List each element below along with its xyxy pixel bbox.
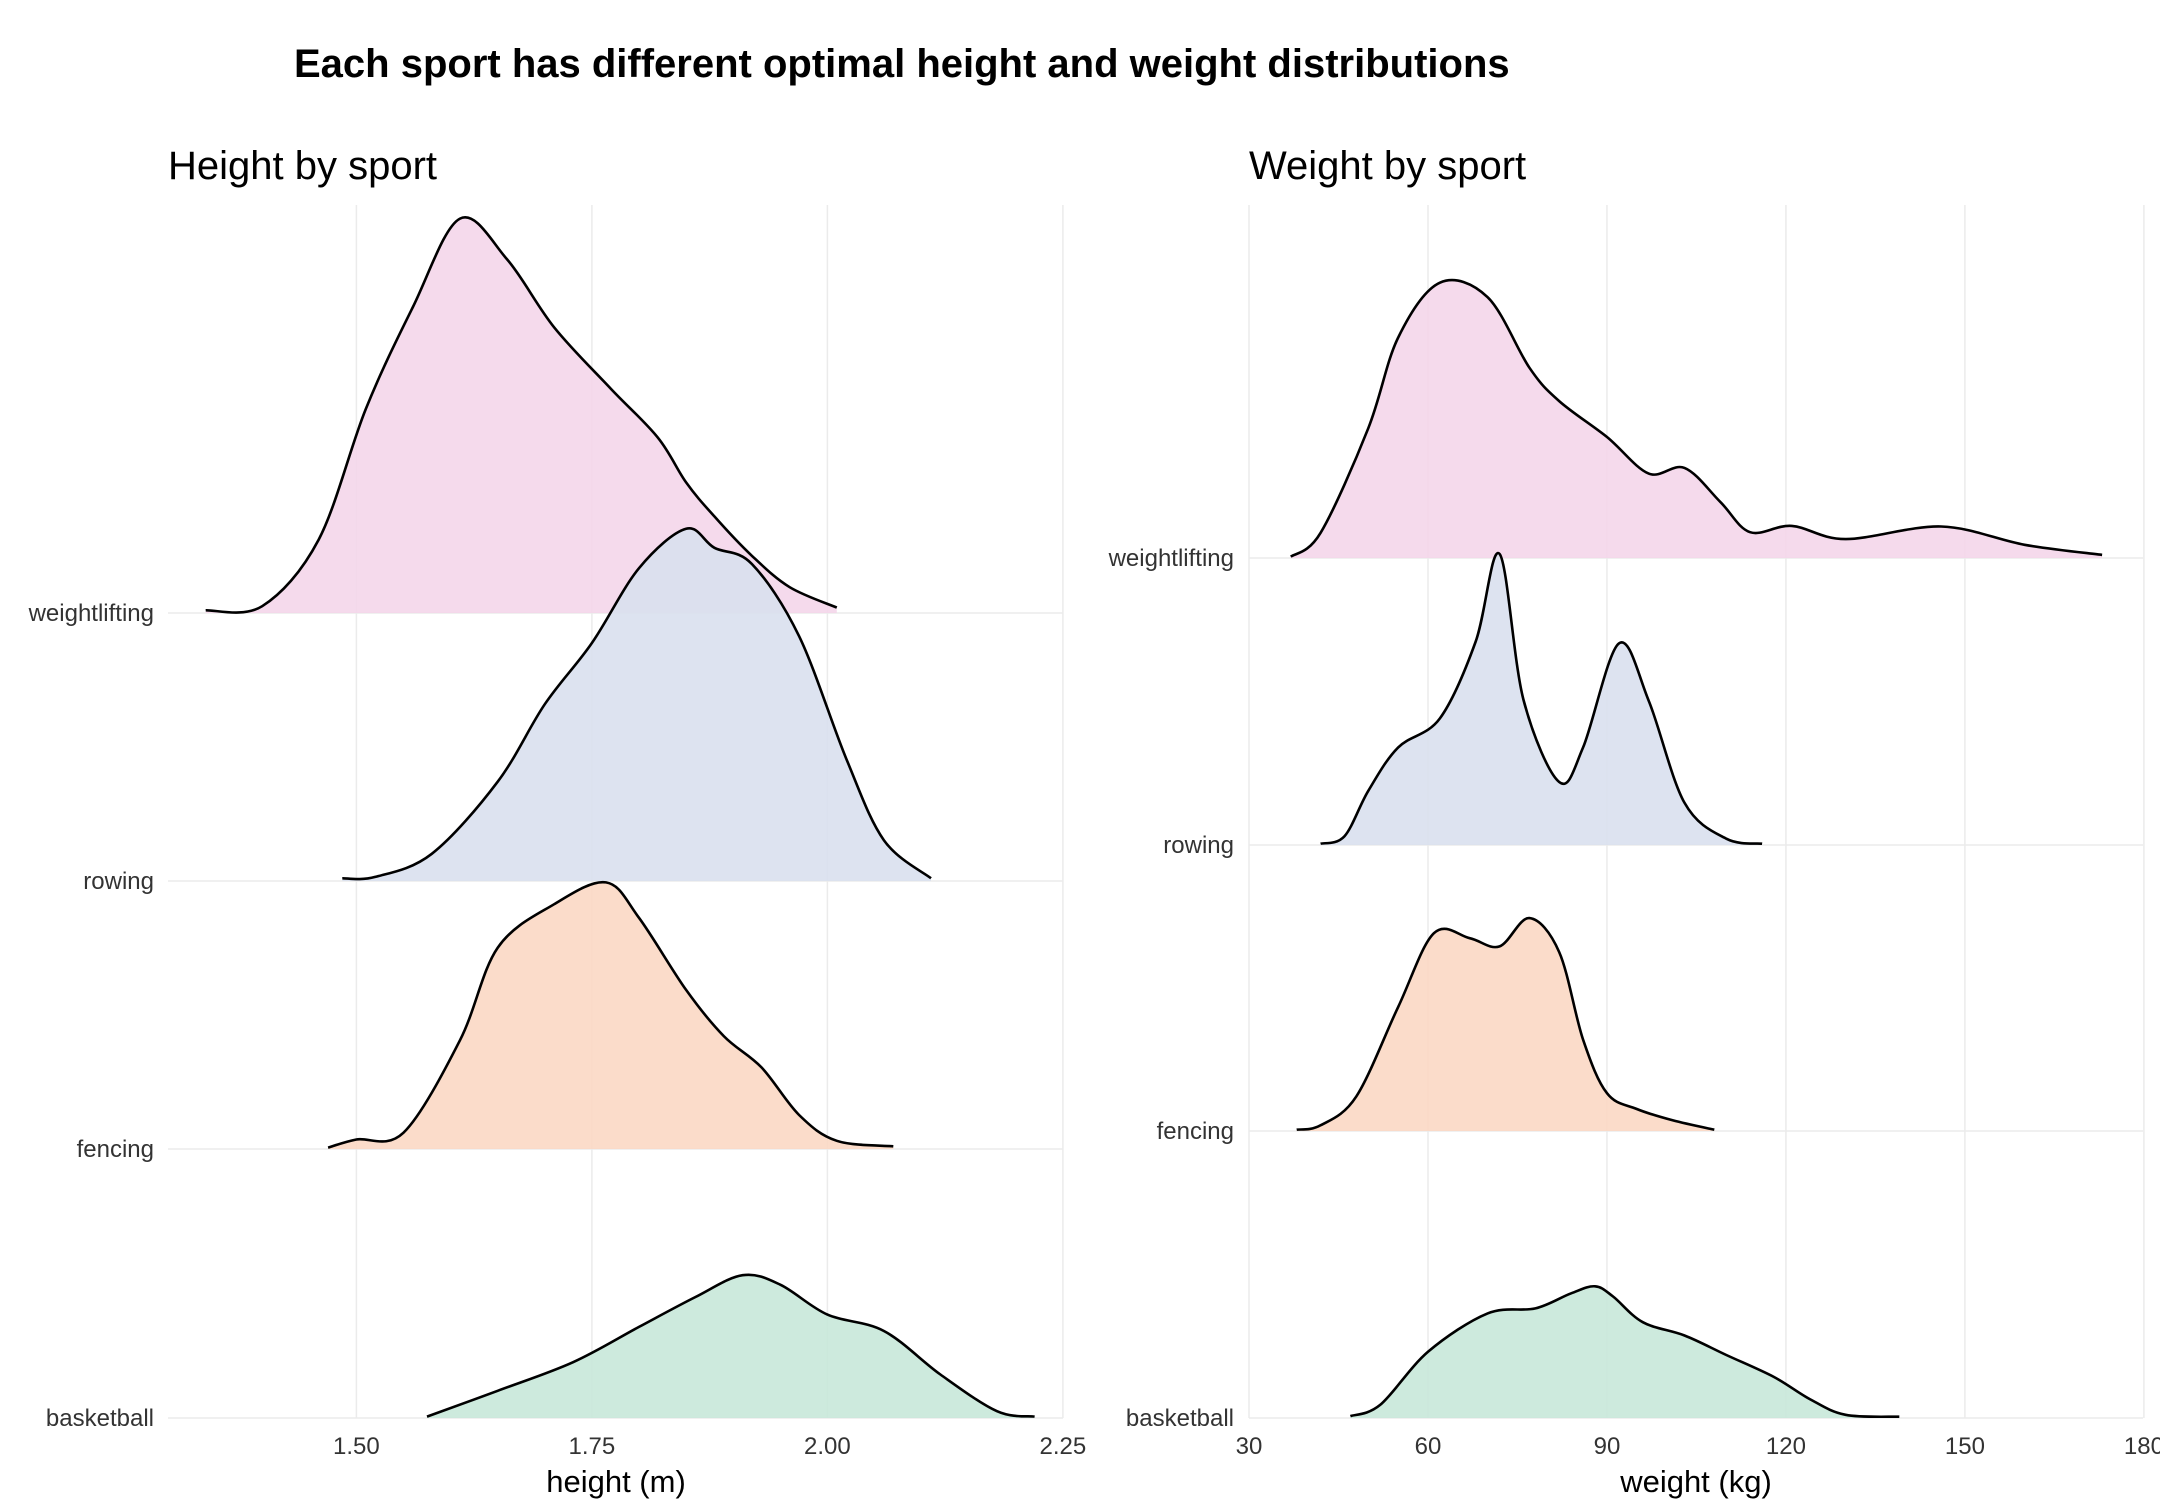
weight-panel-title: Weight by sport xyxy=(1249,144,1527,188)
ridge-line-basketball xyxy=(426,1273,1035,1418)
ridge-fill-fencing xyxy=(1296,918,1715,1131)
y-tick-label: rowing xyxy=(83,868,154,895)
x-axis-label: height (m) xyxy=(546,1464,686,1499)
x-tick-label: 90 xyxy=(1594,1433,1621,1460)
ridge-weightlifting xyxy=(205,216,838,614)
x-tick-label: 120 xyxy=(1766,1433,1806,1460)
ridge-basketball xyxy=(1349,1284,1900,1419)
ridge-weightlifting xyxy=(1289,278,2103,558)
chart-main-title: Each sport has different optimal height … xyxy=(294,42,1510,86)
ridge-fill-weightlifting xyxy=(205,217,837,613)
y-tick-label: weightlifting xyxy=(28,600,154,627)
x-tick-label: 1.75 xyxy=(569,1433,616,1460)
x-tick-label: 2.25 xyxy=(1040,1433,1087,1460)
x-tick-label: 60 xyxy=(1415,1433,1442,1460)
ridge-line-fencing xyxy=(327,880,894,1149)
ridge-fill-rowing xyxy=(1320,553,1763,845)
ridge-basketball xyxy=(426,1273,1035,1418)
ridge-line-rowing xyxy=(1320,551,1763,845)
y-tick-label: rowing xyxy=(1163,832,1234,859)
ridge-line-weightlifting xyxy=(205,216,838,614)
y-tick-label: weightlifting xyxy=(1108,545,1234,572)
ridge-line-rowing xyxy=(342,527,932,881)
height-panel: basketball fencing rowing weightlifting 1.50… xyxy=(28,205,1087,1499)
weight-panel: basketball fencing rowing weightlifting 30 60… xyxy=(1108,205,2160,1499)
x-tick-label: 30 xyxy=(1236,1433,1263,1460)
ridge-line-fencing xyxy=(1296,916,1715,1131)
x-tick-label: 1.50 xyxy=(333,1433,380,1460)
x-axis-label: weight (kg) xyxy=(1619,1464,1772,1499)
ridge-rowing xyxy=(342,527,932,881)
ridge-line-basketball xyxy=(1349,1284,1900,1419)
ridge-fill-weightlifting xyxy=(1290,280,2103,558)
ridge-fill-basketball xyxy=(427,1274,1035,1418)
y-tick-label: basketball xyxy=(46,1405,154,1432)
x-tick-label: 150 xyxy=(1945,1433,1985,1460)
y-tick-label: fencing xyxy=(1157,1118,1234,1145)
ridge-line-weightlifting xyxy=(1289,278,2103,558)
ridge-fencing xyxy=(327,880,894,1149)
x-tick-label: 180 xyxy=(2124,1433,2160,1460)
y-tick-label: basketball xyxy=(1126,1405,1234,1432)
ridge-fencing xyxy=(1296,916,1715,1131)
ridge-rowing xyxy=(1320,551,1763,845)
ridge-fill-fencing xyxy=(328,882,894,1149)
height-panel-title: Height by sport xyxy=(168,144,438,188)
ridge-fill-basketball xyxy=(1350,1286,1900,1418)
y-tick-label: fencing xyxy=(77,1136,154,1163)
x-tick-label: 2.00 xyxy=(804,1433,851,1460)
